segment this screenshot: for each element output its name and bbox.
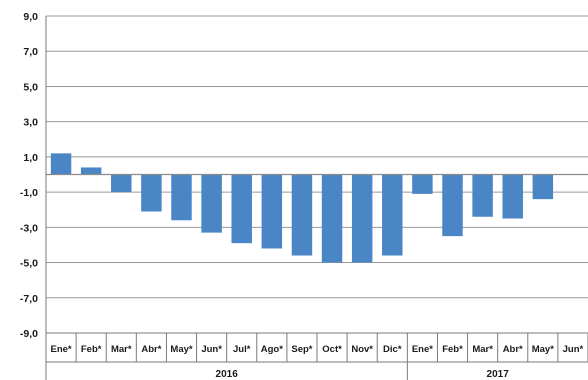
bar xyxy=(80,167,102,175)
x-tick-label: Oct* xyxy=(322,344,342,355)
y-tick-label: -3,0 xyxy=(20,222,38,234)
x-tick-label: Abr* xyxy=(503,344,523,355)
bar xyxy=(321,174,343,263)
bars xyxy=(50,153,554,263)
bar xyxy=(111,174,132,193)
bar xyxy=(201,174,222,233)
y-tick-label: -7,0 xyxy=(20,293,38,305)
y-tick-label: -5,0 xyxy=(20,258,38,270)
y-tick-label: 7,0 xyxy=(23,46,38,58)
x-tick-label: Feb* xyxy=(81,344,102,355)
year-label: 2017 xyxy=(487,369,510,380)
x-tick-label: Dic* xyxy=(383,344,402,355)
bar xyxy=(141,174,162,212)
bar xyxy=(351,174,373,263)
bar xyxy=(382,174,403,256)
y-tick-label: 1,0 xyxy=(23,152,38,164)
x-tick-label: Sep* xyxy=(291,344,312,355)
x-tick-label: Mar* xyxy=(111,344,132,355)
x-tick-label: Ene* xyxy=(50,344,71,355)
y-tick-label: 9,0 xyxy=(23,11,38,23)
x-tick-label: Abr* xyxy=(141,344,161,355)
bar xyxy=(442,174,463,237)
bar xyxy=(291,174,313,256)
x-tick-label: Jul* xyxy=(233,344,251,355)
bar xyxy=(472,174,493,217)
x-tick-label: Ago* xyxy=(261,344,283,355)
y-tick-label: 3,0 xyxy=(23,117,38,129)
x-tick-label: May* xyxy=(170,344,192,355)
bar xyxy=(231,174,252,244)
bar xyxy=(412,174,433,194)
bar xyxy=(532,174,554,200)
x-tick-label: Mar* xyxy=(472,344,493,355)
x-tick-label: Jun* xyxy=(201,344,222,355)
x-tick-label: Feb* xyxy=(442,344,463,355)
bar xyxy=(171,174,192,221)
bar xyxy=(502,174,523,219)
axes xyxy=(45,16,588,380)
bar xyxy=(261,174,283,249)
x-tick-label: Nov* xyxy=(351,344,373,355)
y-tick-label: -1,0 xyxy=(20,187,38,199)
x-tick-label: May* xyxy=(532,344,554,355)
y-tick-label: -9,0 xyxy=(20,328,38,340)
bar xyxy=(50,153,72,175)
tick-labels: 9,0 7,0 5,0 3,0 1,0 -1,0 -3,0 -5,0 -7,0 -9,0 Ene* F… xyxy=(20,11,584,380)
y-tick-label: 5,0 xyxy=(23,81,38,93)
x-tick-label: Ene* xyxy=(412,344,433,355)
x-tick-label: Jun* xyxy=(563,344,584,355)
year-label: 2016 xyxy=(216,369,239,380)
